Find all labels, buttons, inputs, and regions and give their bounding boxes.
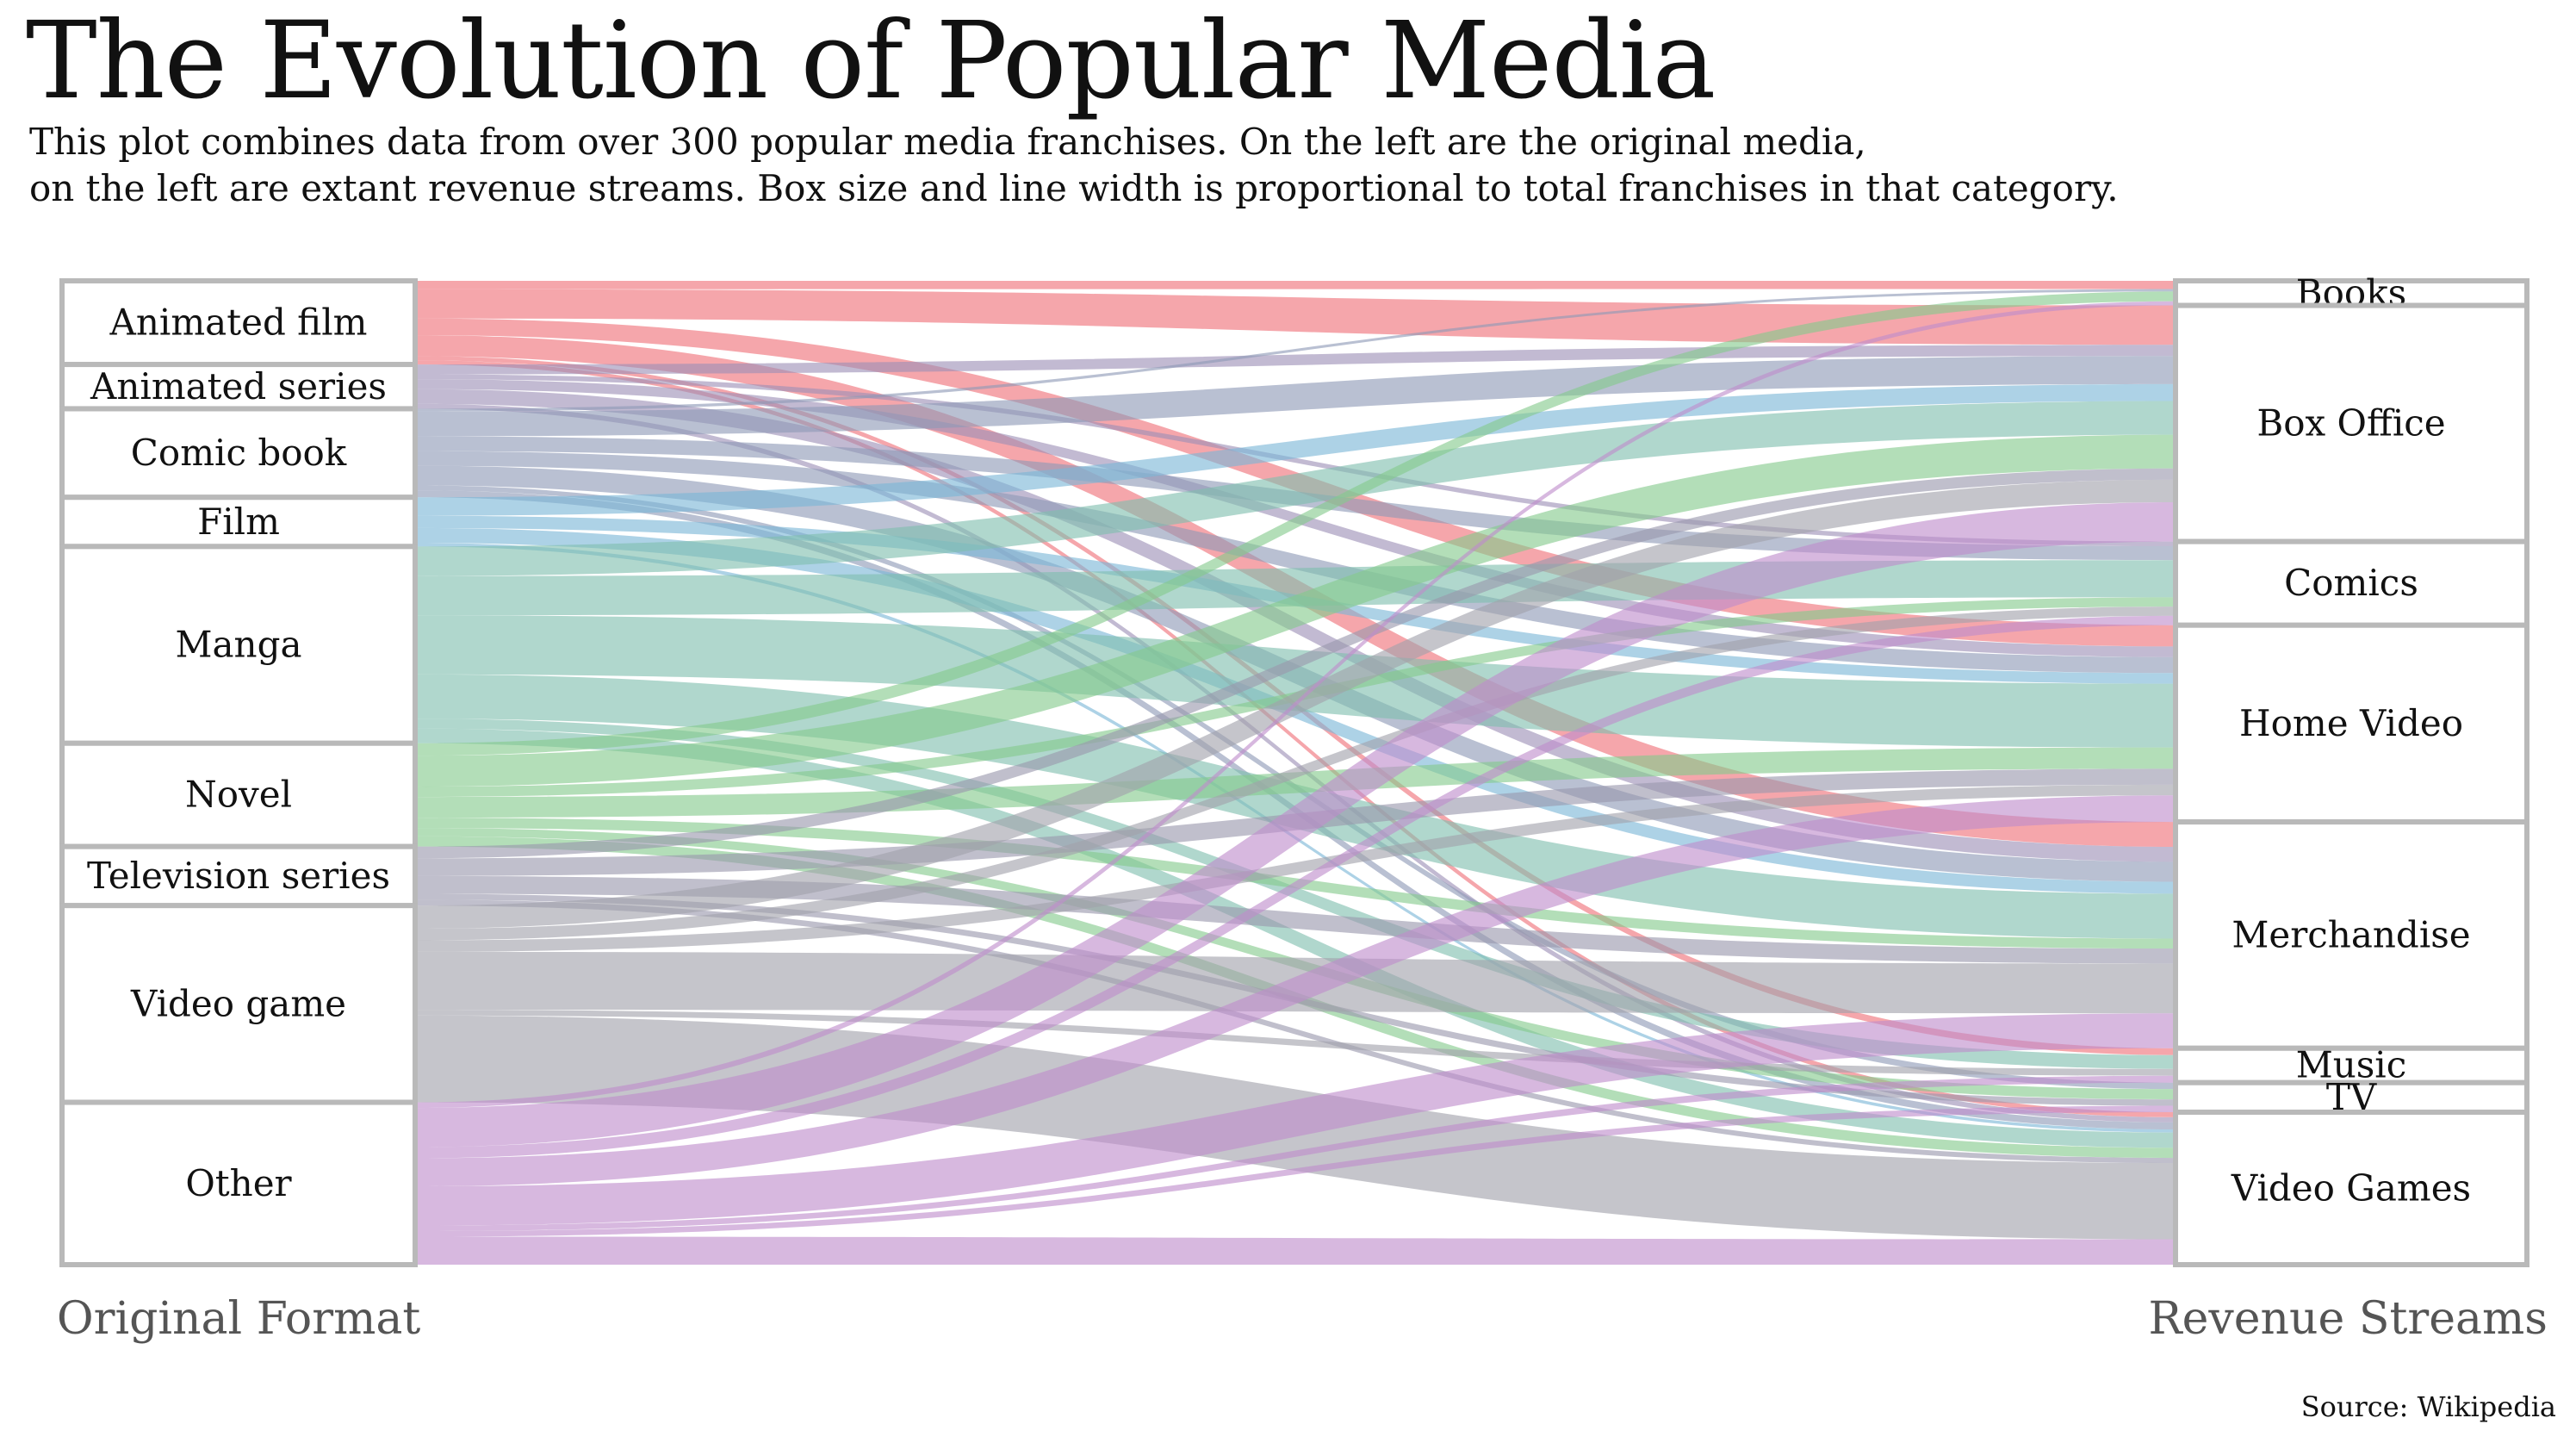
flow-other-to-box-office xyxy=(415,501,2176,1148)
flow-manga-to-home-video xyxy=(415,615,2176,748)
target-label-music: Music xyxy=(2296,1044,2407,1086)
target-box-video-games xyxy=(2173,1109,2529,1267)
source-label-other: Other xyxy=(185,1162,292,1204)
flow-film-to-box-office xyxy=(415,383,2176,516)
source-label-manga: Manga xyxy=(175,624,301,666)
source-box-animated-series xyxy=(59,362,418,412)
chart-title: The Evolution of Popular Media xyxy=(26,0,1716,123)
source-label-animated-film: Animated film xyxy=(109,302,368,344)
target-label-video-games: Video Games xyxy=(2231,1166,2471,1209)
flow-layer xyxy=(415,281,2176,1265)
source-label-film: Film xyxy=(197,501,280,543)
target-box-tv xyxy=(2173,1079,2529,1115)
target-label-merchandise: Merchandise xyxy=(2231,913,2470,955)
flow-comic-book-to-home-video xyxy=(415,451,2176,674)
source-note: Source: Wikipedia xyxy=(2301,1390,2556,1423)
flow-other-to-books xyxy=(415,301,2176,1109)
flow-animated-series-to-video-games xyxy=(415,403,2176,1123)
flow-television-series-to-box-office xyxy=(415,468,2176,859)
flow-animated-series-to-comics xyxy=(415,374,2176,547)
target-label-box-office: Box Office xyxy=(2256,402,2445,445)
target-label-comics: Comics xyxy=(2284,562,2418,604)
source-label-comic-book: Comic book xyxy=(131,432,347,474)
flow-manga-to-box-office xyxy=(415,401,2176,576)
source-box-animated-film xyxy=(59,278,418,368)
source-label-novel: Novel xyxy=(185,774,292,816)
right-axis-label: Revenue Streams xyxy=(2148,1293,2548,1345)
flow-comic-book-to-box-office xyxy=(415,356,2176,437)
flow-animated-series-to-box-office xyxy=(415,345,2176,375)
flow-video-game-to-comics xyxy=(415,606,2176,941)
target-label-home-video: Home Video xyxy=(2239,702,2463,744)
left-axis-label: Original Format xyxy=(57,1293,420,1345)
source-box-film xyxy=(59,494,418,550)
source-label-animated-series: Animated series xyxy=(90,365,387,407)
flow-animated-film-to-video-games xyxy=(415,360,2176,1117)
flow-other-to-home-video xyxy=(415,795,2176,1187)
chart-subtitle-line-2: on the left are extant revenue streams. … xyxy=(29,167,2119,209)
flow-other-to-comics xyxy=(415,615,2176,1159)
flow-other-to-music xyxy=(415,1075,2176,1232)
flow-novel-to-books xyxy=(415,291,2176,756)
flow-comic-book-to-books xyxy=(415,289,2176,412)
flow-novel-to-home-video xyxy=(415,747,2176,818)
source-label-television-series: Television series xyxy=(87,855,390,897)
flow-animated-film-to-books xyxy=(415,281,2176,289)
source-boxes: Animated film Animated series Comic book Fi… xyxy=(59,278,418,1267)
flow-animated-film-to-box-office xyxy=(415,289,2176,345)
flow-video-game-to-music xyxy=(415,1010,2176,1076)
target-box-home-video xyxy=(2173,622,2529,825)
source-box-manga xyxy=(59,544,418,746)
source-box-novel xyxy=(59,740,418,849)
flow-other-to-merchandise xyxy=(415,1013,2176,1226)
flow-novel-to-box-office xyxy=(415,434,2176,787)
source-box-video-game xyxy=(59,903,418,1105)
target-box-comics xyxy=(2173,538,2529,628)
source-label-video-game: Video game xyxy=(130,982,346,1024)
target-box-box-office xyxy=(2173,302,2529,544)
flow-manga-to-music xyxy=(415,718,2176,1069)
flow-other-to-video-games xyxy=(415,1236,2176,1265)
flow-television-series-to-video-games xyxy=(415,899,2176,1163)
flow-video-game-to-home-video xyxy=(415,784,2176,952)
chart-subtitle-line-1: This plot combines data from over 300 po… xyxy=(29,121,1866,163)
target-box-merchandise xyxy=(2173,819,2529,1051)
flow-other-to-tv xyxy=(415,1105,2176,1237)
flow-manga-to-video-games xyxy=(415,728,2176,1148)
source-box-comic-book xyxy=(59,406,418,501)
source-box-other xyxy=(59,1099,418,1267)
